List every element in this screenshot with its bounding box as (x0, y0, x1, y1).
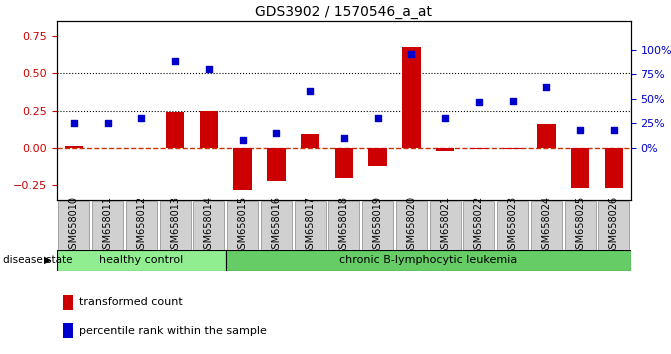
Text: GSM658024: GSM658024 (541, 196, 552, 255)
Text: GSM658013: GSM658013 (170, 196, 180, 255)
FancyBboxPatch shape (564, 201, 596, 250)
Bar (166, 112, 185, 148)
Point (136, 115, 147, 121)
Bar (436, 148, 454, 151)
Point (406, 52, 417, 57)
FancyBboxPatch shape (58, 201, 89, 250)
Point (609, 127, 619, 133)
FancyBboxPatch shape (92, 201, 123, 250)
Point (575, 127, 586, 133)
Bar (234, 148, 252, 190)
Text: disease state: disease state (3, 255, 73, 265)
FancyBboxPatch shape (295, 201, 325, 250)
Point (102, 120, 113, 126)
Text: GSM658017: GSM658017 (305, 196, 315, 255)
Text: GSM658022: GSM658022 (474, 196, 484, 255)
Point (305, 88, 315, 94)
FancyBboxPatch shape (362, 201, 393, 250)
FancyBboxPatch shape (57, 250, 225, 271)
Point (507, 98, 518, 103)
FancyBboxPatch shape (429, 201, 461, 250)
Text: GSM658010: GSM658010 (69, 196, 79, 255)
Point (68, 120, 79, 126)
Bar (605, 148, 623, 188)
Bar (267, 148, 286, 181)
Title: GDS3902 / 1570546_a_at: GDS3902 / 1570546_a_at (256, 5, 432, 19)
Text: chronic B-lymphocytic leukemia: chronic B-lymphocytic leukemia (339, 255, 517, 265)
Text: GSM658015: GSM658015 (238, 196, 248, 255)
FancyBboxPatch shape (261, 201, 292, 250)
FancyBboxPatch shape (497, 201, 528, 250)
FancyBboxPatch shape (464, 201, 495, 250)
Text: healthy control: healthy control (99, 255, 184, 265)
FancyBboxPatch shape (227, 201, 258, 250)
Text: GSM658021: GSM658021 (440, 196, 450, 255)
FancyBboxPatch shape (328, 201, 360, 250)
Text: GSM658012: GSM658012 (136, 196, 146, 255)
Point (238, 137, 248, 143)
Bar (537, 124, 556, 148)
Bar (335, 148, 353, 178)
Bar (470, 148, 488, 149)
FancyBboxPatch shape (531, 201, 562, 250)
Text: GSM658025: GSM658025 (575, 196, 585, 255)
FancyBboxPatch shape (599, 201, 629, 250)
Text: GSM658023: GSM658023 (508, 196, 517, 255)
Point (474, 99, 484, 104)
Text: GSM658020: GSM658020 (407, 196, 417, 255)
Point (170, 58, 180, 64)
Point (372, 115, 383, 121)
Bar (199, 110, 218, 148)
FancyBboxPatch shape (126, 201, 157, 250)
Text: GSM658011: GSM658011 (103, 196, 113, 255)
Point (203, 67, 214, 72)
Bar (571, 148, 589, 188)
Point (271, 130, 282, 136)
Point (440, 115, 450, 121)
Text: percentile rank within the sample: percentile rank within the sample (79, 326, 266, 336)
Text: GSM658026: GSM658026 (609, 196, 619, 255)
Bar (402, 47, 421, 148)
Bar (503, 148, 522, 149)
Bar (63, 323, 73, 338)
Text: transformed count: transformed count (79, 297, 183, 307)
Text: ▶: ▶ (44, 255, 52, 265)
Point (541, 84, 552, 90)
Text: GSM658014: GSM658014 (204, 196, 214, 255)
Point (339, 135, 350, 141)
Bar (301, 135, 319, 148)
FancyBboxPatch shape (160, 201, 191, 250)
Text: GSM658018: GSM658018 (339, 196, 349, 255)
Bar (368, 148, 387, 166)
FancyBboxPatch shape (225, 250, 631, 271)
FancyBboxPatch shape (193, 201, 224, 250)
Bar (64, 147, 83, 148)
Bar (63, 295, 73, 310)
Text: GSM658016: GSM658016 (271, 196, 281, 255)
FancyBboxPatch shape (396, 201, 427, 250)
Text: GSM658019: GSM658019 (372, 196, 382, 255)
